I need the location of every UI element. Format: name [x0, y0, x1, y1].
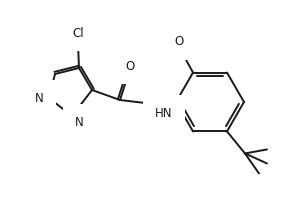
Text: O: O — [125, 59, 135, 73]
Text: N: N — [35, 92, 44, 104]
Text: N: N — [75, 116, 84, 128]
Text: Cl: Cl — [72, 26, 84, 40]
Text: O: O — [174, 35, 184, 48]
Text: HN: HN — [155, 106, 173, 119]
